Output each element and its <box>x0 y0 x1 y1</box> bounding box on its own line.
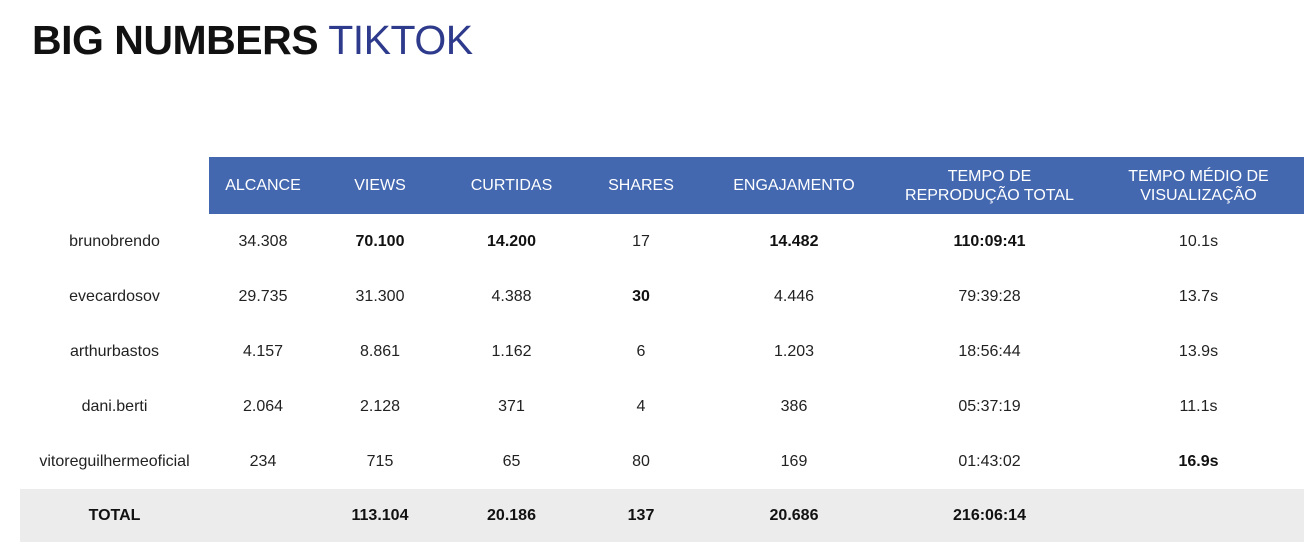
cell-alcance: 4.157 <box>242 342 284 360</box>
big-numbers-table: ALCANCE VIEWS CURTIDAS SHARES ENGAJAMENT… <box>20 157 1304 542</box>
cell-views: 2.128 <box>359 397 401 415</box>
page-title: BIG NUMBERS TIKTOK <box>32 14 473 66</box>
total-alcance <box>209 489 317 542</box>
cell-shares: 4 <box>636 397 646 415</box>
total-curtidas: 20.186 <box>443 489 580 542</box>
row-profile-name: arthurbastos <box>70 342 159 360</box>
cell-tempo-reproducao: 18:56:44 <box>958 342 1021 360</box>
title-light: TIKTOK <box>328 17 473 63</box>
cell-tempo-medio: 13.9s <box>1178 342 1219 360</box>
cell-curtidas: 65 <box>502 452 521 470</box>
cell-alcance: 29.735 <box>238 287 288 305</box>
cell-alcance: 34.308 <box>238 232 288 250</box>
cell-shares: 17 <box>632 232 650 250</box>
header-curtidas: CURTIDAS <box>443 157 580 214</box>
cell-tempo-medio: 16.9s <box>1178 452 1219 470</box>
cell-shares: 80 <box>632 452 650 470</box>
cell-engajamento: 4.446 <box>773 287 815 305</box>
header-corner <box>20 157 209 214</box>
cell-engajamento: 169 <box>780 452 808 470</box>
cell-tempo-reproducao: 110:09:41 <box>953 232 1026 250</box>
total-views: 113.104 <box>317 489 443 542</box>
header-views: VIEWS <box>317 157 443 214</box>
cell-views: 8.861 <box>359 342 401 360</box>
cell-tempo-medio: 10.1s <box>1178 232 1219 250</box>
cell-curtidas: 14.200 <box>487 232 536 250</box>
row-profile-name: vitoreguilhermeoficial <box>39 452 190 470</box>
row-profile-name: dani.berti <box>81 397 148 415</box>
header-alcance: ALCANCE <box>209 157 317 214</box>
table-row: dani.berti 2.064 2.128 371 4 386 05:37:1… <box>20 379 1304 434</box>
cell-alcance: 2.064 <box>242 397 284 415</box>
table-row: vitoreguilhermeoficial 234 715 65 80 169… <box>20 434 1304 489</box>
cell-views: 31.300 <box>355 287 405 305</box>
cell-views: 70.100 <box>355 232 405 250</box>
total-engajamento: 20.686 <box>702 489 886 542</box>
total-label: TOTAL <box>20 489 209 542</box>
total-row: TOTAL 113.104 20.186 137 20.686 216:06:1… <box>20 489 1304 542</box>
header-tempo-medio: TEMPO MÉDIO DE VISUALIZAÇÃO <box>1093 157 1304 214</box>
cell-engajamento: 1.203 <box>773 342 815 360</box>
title-bold: BIG NUMBERS <box>32 17 319 63</box>
header-row: ALCANCE VIEWS CURTIDAS SHARES ENGAJAMENT… <box>20 157 1304 214</box>
cell-curtidas: 1.162 <box>491 342 532 360</box>
table-row: brunobrendo 34.308 70.100 14.200 17 14.4… <box>20 214 1304 269</box>
cell-alcance: 234 <box>249 452 277 470</box>
header-tempo-reproducao: TEMPO DE REPRODUÇÃO TOTAL <box>886 157 1093 214</box>
header-engajamento: ENGAJAMENTO <box>702 157 886 214</box>
cell-curtidas: 4.388 <box>491 287 532 305</box>
cell-shares: 6 <box>636 342 646 360</box>
total-shares: 137 <box>580 489 702 542</box>
cell-tempo-reproducao: 79:39:28 <box>958 287 1021 305</box>
table-row: arthurbastos 4.157 8.861 1.162 6 1.203 1… <box>20 324 1304 379</box>
total-tempo-medio <box>1093 489 1304 542</box>
cell-tempo-medio: 11.1s <box>1179 397 1218 415</box>
row-profile-name: evecardosov <box>69 287 160 305</box>
cell-tempo-reproducao: 05:37:19 <box>958 397 1021 415</box>
cell-views: 715 <box>366 452 394 470</box>
cell-tempo-medio: 13.7s <box>1178 287 1219 305</box>
cell-shares: 30 <box>632 287 650 305</box>
table-row: evecardosov 29.735 31.300 4.388 30 4.446… <box>20 269 1304 324</box>
cell-engajamento: 386 <box>780 397 808 415</box>
cell-tempo-reproducao: 01:43:02 <box>958 452 1021 470</box>
row-profile-name: brunobrendo <box>69 232 160 250</box>
total-tempo-reproducao: 216:06:14 <box>886 489 1093 542</box>
cell-curtidas: 371 <box>498 397 525 415</box>
header-shares: SHARES <box>580 157 702 214</box>
cell-engajamento: 14.482 <box>769 232 819 250</box>
